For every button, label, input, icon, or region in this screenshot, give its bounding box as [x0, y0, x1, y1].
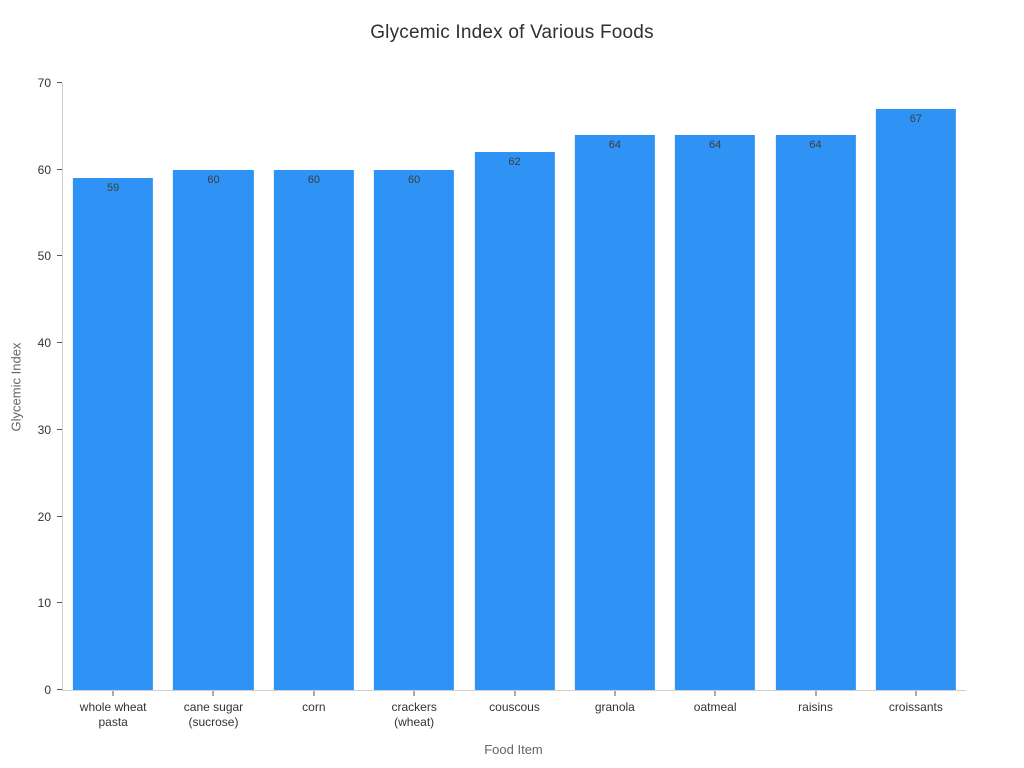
bar: 64 — [775, 135, 856, 690]
y-tick-mark — [57, 82, 62, 83]
x-tick-mark — [714, 691, 716, 696]
bar-value-label: 64 — [709, 139, 722, 152]
x-tick-mark — [815, 691, 816, 696]
y-tick-mark — [57, 428, 62, 430]
x-tick-mark — [614, 691, 616, 696]
bar: 64 — [574, 135, 655, 690]
x-tick-label: granola — [594, 700, 635, 714]
bar: 60 — [374, 169, 455, 690]
x-tick-label: cane sugar (sucrose) — [183, 700, 244, 729]
bar: 59 — [73, 178, 154, 690]
chart-title: Glycemic Index of Various Foods — [370, 22, 654, 43]
y-tick-label: 40 — [37, 336, 51, 351]
x-tick-mark — [514, 691, 515, 696]
y-tick-label: 0 — [44, 683, 51, 697]
bar-value-label: 64 — [809, 139, 822, 152]
y-axis-title: Glycemic Index — [8, 342, 24, 432]
y-tick-label: 10 — [37, 596, 51, 611]
y-tick-label: 30 — [37, 422, 51, 437]
plot-area: 0 10 20 30 40 50 60 70 59 whole wheat pasta 60 cane … — [38, 76, 966, 729]
y-tick-label: 70 — [37, 76, 51, 90]
x-tick-mark — [915, 691, 917, 696]
y-tick-mark — [57, 342, 62, 344]
x-tick-mark — [413, 691, 415, 696]
y-tick-label: 20 — [37, 509, 51, 524]
x-tick-label: corn — [302, 700, 326, 714]
x-tick-label: croissants — [888, 700, 943, 714]
x-tick-label: raisins — [798, 700, 833, 714]
bar: 62 — [474, 152, 555, 690]
bar-value-label: 60 — [207, 173, 220, 186]
x-tick-label: crackers (wheat) — [391, 700, 437, 729]
x-tick-mark — [112, 691, 114, 696]
bar: 60 — [273, 169, 354, 690]
y-tick-mark — [57, 255, 62, 257]
bar-value-label: 59 — [107, 182, 120, 195]
y-tick-mark — [57, 515, 62, 517]
y-tick-mark — [57, 602, 62, 604]
x-axis-title: Food Item — [484, 742, 543, 757]
bar-value-label: 67 — [909, 113, 922, 126]
x-tick-mark — [212, 691, 214, 696]
bar-value-label: 62 — [508, 156, 521, 169]
x-tick-label: couscous — [489, 700, 540, 714]
x-tick-label: oatmeal — [693, 700, 737, 714]
bar: 64 — [675, 135, 756, 690]
y-tick-mark — [57, 689, 62, 690]
y-tick-mark — [57, 168, 62, 170]
x-tick-label: whole wheat pasta — [79, 700, 147, 729]
y-tick-label: 50 — [37, 249, 51, 264]
y-tick-label: 60 — [37, 162, 51, 177]
bar-value-label: 64 — [608, 139, 621, 152]
x-tick-mark — [313, 691, 315, 696]
bar-value-label: 60 — [307, 173, 320, 186]
bar-value-label: 60 — [408, 173, 421, 186]
bar: 67 — [875, 109, 956, 690]
bar: 60 — [173, 169, 254, 690]
